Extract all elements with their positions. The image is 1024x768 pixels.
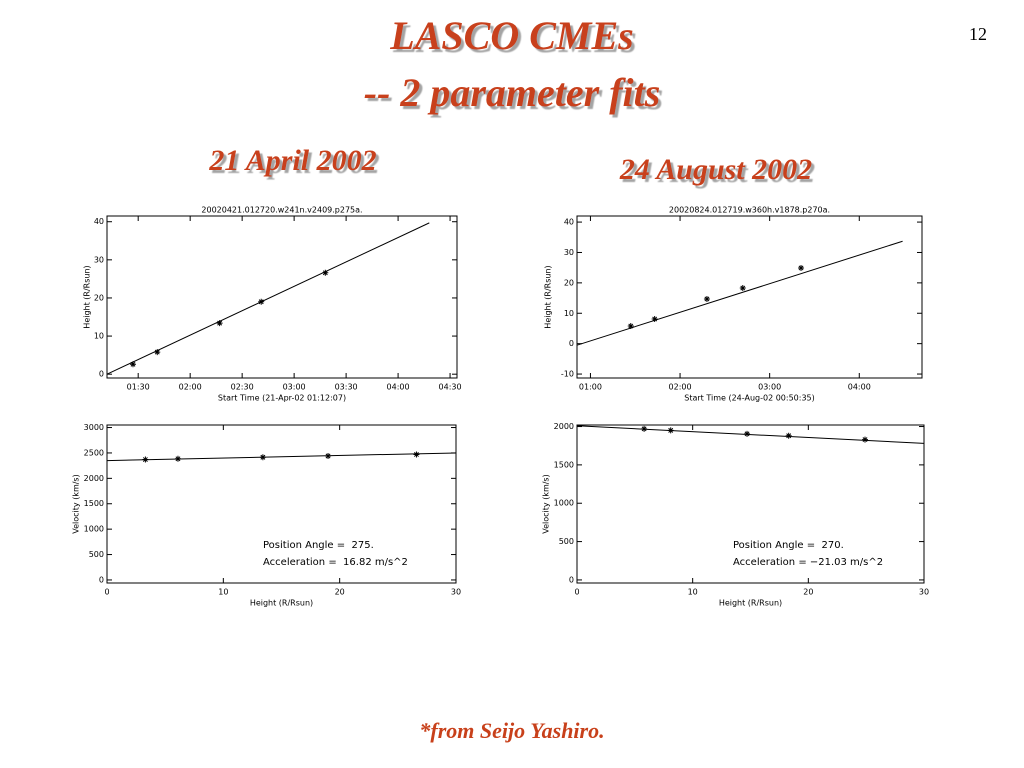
data-point	[154, 349, 161, 356]
y-tick-label: 500	[559, 537, 574, 546]
x-tick-label: 04:00	[848, 383, 871, 392]
y-tick-label: 0	[99, 575, 104, 584]
x-tick-label: 30	[451, 588, 461, 597]
y-tick-label: 30	[94, 255, 104, 264]
x-tick-label: 03:30	[335, 383, 358, 392]
x-tick-label: 10	[688, 588, 698, 597]
data-point	[798, 264, 805, 271]
data-point	[785, 432, 792, 439]
x-axis-label: Height (R/Rsun)	[719, 599, 782, 608]
x-tick-label: 04:30	[439, 383, 462, 392]
x-tick-label: 0	[104, 588, 109, 597]
y-axis-label: Velocity (km/s)	[72, 474, 81, 533]
x-axis-label: Start Time (21-Apr-02 01:12:07)	[218, 394, 346, 403]
y-tick-label: 0	[569, 575, 574, 584]
x-tick-label: 02:30	[231, 383, 254, 392]
y-tick-label: 2500	[84, 448, 104, 457]
y-tick-label: 30	[564, 248, 574, 257]
fit-line	[106, 452, 457, 462]
chart-title: 20020421.012720.w241n.v2409.p275a.	[201, 206, 362, 215]
y-axis-label: Height (R/Rsun)	[83, 265, 92, 328]
data-point	[703, 295, 710, 302]
y-tick-label: 1500	[554, 460, 574, 469]
chart-title: 20020824.012719.w360h.v1878.p270a.	[669, 206, 830, 215]
y-tick-label: 1000	[84, 525, 104, 534]
caption: 21 April 2002	[208, 144, 376, 177]
data-point	[216, 320, 223, 327]
y-tick-label: 2000	[554, 422, 574, 431]
x-axis-label: Height (R/Rsun)	[250, 599, 313, 608]
plot-frame	[576, 424, 925, 584]
y-tick-label: 2000	[84, 474, 104, 483]
x-tick-label: 02:00	[669, 383, 692, 392]
y-tick-label: -10	[561, 370, 574, 379]
y-tick-label: 40	[564, 218, 574, 227]
y-tick-label: 0	[569, 339, 574, 348]
annotation: Acceleration = −21.03 m/s^2	[733, 557, 883, 568]
x-tick-label: 03:00	[758, 383, 781, 392]
y-tick-label: 10	[564, 309, 574, 318]
plot-frame	[576, 215, 923, 379]
annotation: Acceleration = 16.82 m/s^2	[263, 557, 408, 568]
y-tick-label: 1000	[554, 499, 574, 508]
data-point	[627, 323, 634, 330]
x-tick-label: 03:00	[283, 383, 306, 392]
x-tick-label: 02:00	[179, 383, 202, 392]
y-tick-label: 0	[99, 370, 104, 379]
x-tick-label: 0	[574, 588, 579, 597]
data-point	[739, 285, 746, 292]
data-point	[413, 451, 420, 458]
x-tick-label: 01:30	[127, 383, 150, 392]
x-tick-label: 01:00	[579, 383, 602, 392]
y-axis-label: Velocity (km/s)	[542, 474, 551, 533]
plot-frame	[106, 215, 458, 379]
x-tick-label: 04:00	[387, 383, 410, 392]
data-point	[862, 436, 869, 443]
annotation: Position Angle = 270.	[733, 540, 844, 551]
caption: 24 August 2002	[619, 153, 812, 186]
fit-line	[576, 425, 925, 444]
x-axis-label: Start Time (24-Aug-02 00:50:35)	[684, 394, 815, 403]
data-point	[651, 316, 658, 323]
x-tick-label: 20	[803, 588, 813, 597]
y-tick-label: 20	[564, 278, 574, 287]
y-axis-label: Height (R/Rsun)	[544, 265, 553, 328]
y-tick-label: 40	[94, 217, 104, 226]
y-tick-label: 1500	[84, 499, 104, 508]
fit-line	[576, 240, 903, 346]
x-tick-label: 10	[218, 588, 228, 597]
y-tick-label: 10	[94, 332, 104, 341]
annotation: Position Angle = 275.	[263, 540, 374, 551]
footnote: *from Seijo Yashiro.	[419, 718, 604, 743]
fit-line	[106, 222, 430, 375]
y-tick-label: 500	[89, 550, 104, 559]
y-tick-label: 20	[94, 293, 104, 302]
data-point	[322, 269, 329, 276]
data-point	[744, 430, 751, 437]
page-number: 12	[969, 24, 987, 44]
data-point	[129, 361, 136, 368]
y-tick-label: 3000	[84, 423, 104, 432]
x-tick-label: 30	[919, 588, 929, 597]
x-tick-label: 20	[335, 588, 345, 597]
slide-title: LASCO CMEs	[389, 13, 633, 58]
slide-subtitle: -- 2 parameter fits	[364, 70, 661, 115]
